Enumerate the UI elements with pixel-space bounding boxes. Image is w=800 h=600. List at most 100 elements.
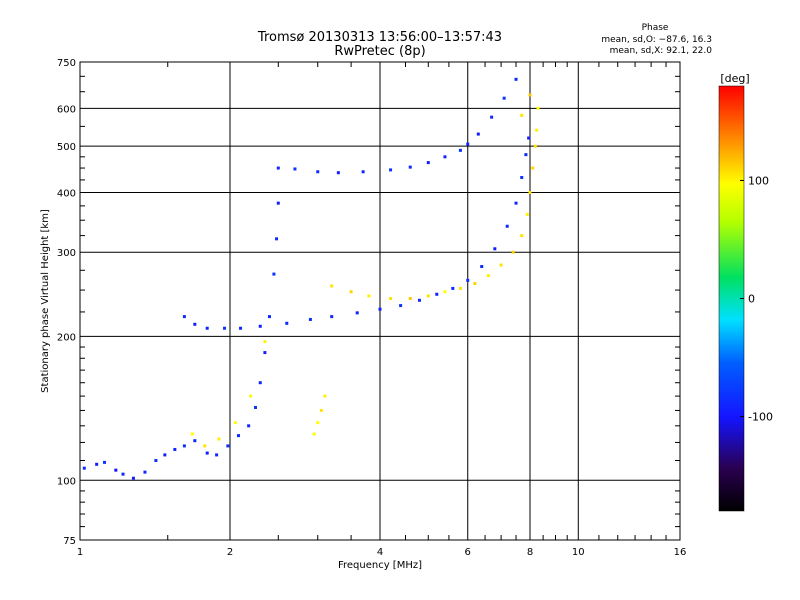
data-point	[173, 447, 177, 451]
data-point	[408, 297, 412, 301]
x-tick-label: 8	[527, 547, 533, 558]
data-point	[223, 326, 227, 330]
data-point	[389, 168, 393, 172]
colorbar-tick-label: 0	[748, 293, 755, 306]
y-tick-label: 75	[63, 536, 76, 547]
x-tick-label: 6	[465, 547, 471, 558]
axis-ticks: 1 2 4 6 8 10 16 75 100 200 300 400 500 600 750	[57, 58, 686, 558]
data-point	[182, 444, 186, 448]
data-point	[190, 432, 194, 436]
data-point	[525, 212, 529, 216]
data-point	[323, 394, 327, 398]
data-point	[267, 315, 271, 319]
data-point	[533, 144, 537, 148]
data-point	[285, 321, 289, 325]
phase-label: Phase	[642, 23, 669, 33]
data-point	[466, 278, 470, 282]
data-point	[226, 444, 230, 448]
grid-lines	[80, 62, 680, 540]
x-tick-label: 10	[572, 547, 585, 558]
data-point	[233, 421, 237, 425]
data-point	[389, 297, 393, 301]
x-axis-label: Frequency [MHz]	[338, 560, 422, 571]
data-point	[417, 298, 421, 302]
data-point	[451, 286, 455, 290]
data-point	[293, 167, 297, 171]
colorbar-label: [deg]	[720, 72, 749, 85]
data-point	[263, 340, 267, 344]
data-point	[378, 307, 382, 311]
data-point	[480, 265, 484, 269]
data-point	[367, 294, 371, 298]
data-point	[486, 274, 490, 278]
data-point	[193, 322, 197, 326]
data-point	[476, 132, 480, 136]
data-point	[458, 148, 462, 152]
y-tick-label: 500	[57, 142, 76, 153]
y-tick-label: 750	[57, 58, 76, 69]
data-point	[258, 381, 262, 385]
data-point	[473, 282, 477, 286]
x-tick-label: 2	[227, 547, 233, 558]
colorbar-tick-label: -100	[748, 411, 773, 424]
data-point	[276, 166, 280, 170]
data-point	[355, 311, 359, 315]
data-point	[114, 468, 118, 472]
data-point	[312, 432, 316, 436]
data-point	[205, 451, 209, 455]
chart-subtitle: RwPretec (8p)	[334, 44, 425, 59]
data-point	[316, 421, 320, 425]
data-point	[514, 201, 518, 205]
data-point	[443, 290, 447, 294]
phase-stats-o: mean, sd,O: −87.6, 16.3	[601, 35, 712, 45]
data-point	[275, 237, 279, 241]
data-point	[95, 462, 99, 466]
data-point	[536, 106, 540, 110]
data-point	[527, 136, 531, 140]
data-point	[505, 224, 509, 228]
data-point	[217, 437, 221, 441]
data-point	[514, 77, 518, 81]
data-point	[502, 96, 506, 100]
data-point	[330, 315, 334, 319]
data-point	[272, 272, 276, 276]
data-point	[276, 201, 280, 205]
data-point	[258, 324, 262, 328]
phase-stats-x: mean, sd,X: 92.1, 22.0	[610, 46, 713, 56]
data-point	[82, 466, 86, 470]
data-point	[143, 470, 147, 474]
data-point	[435, 292, 439, 296]
data-point	[193, 439, 197, 443]
data-point	[466, 142, 470, 146]
data-point	[182, 315, 186, 319]
scatter-points	[82, 77, 540, 480]
colorbar-tick-label: 100	[748, 174, 769, 187]
data-point	[316, 170, 320, 174]
data-point	[349, 290, 353, 294]
data-point	[531, 166, 535, 170]
data-point	[163, 453, 167, 457]
x-tick-label: 16	[674, 547, 687, 558]
data-point	[520, 113, 524, 117]
y-tick-label: 400	[57, 188, 76, 199]
chart-title: Tromsø 20130313 13:56:00–13:57:43	[257, 30, 502, 45]
data-point	[205, 326, 209, 330]
data-point	[528, 190, 532, 194]
data-point	[121, 472, 125, 476]
x-tick-label: 4	[377, 547, 383, 558]
data-point	[399, 304, 403, 308]
data-point	[253, 405, 257, 409]
data-point	[249, 394, 253, 398]
colorbar-ticks: 100 0 -100	[740, 174, 773, 424]
y-tick-label: 100	[57, 476, 76, 487]
data-point	[263, 351, 267, 355]
data-point	[336, 171, 340, 175]
data-point	[361, 170, 365, 174]
y-axis-label: Stationary phase Virtual Height [km]	[40, 209, 51, 393]
data-point	[458, 286, 462, 290]
data-point	[520, 234, 524, 238]
data-point	[511, 250, 515, 254]
data-point	[528, 93, 532, 97]
data-point	[330, 284, 334, 288]
